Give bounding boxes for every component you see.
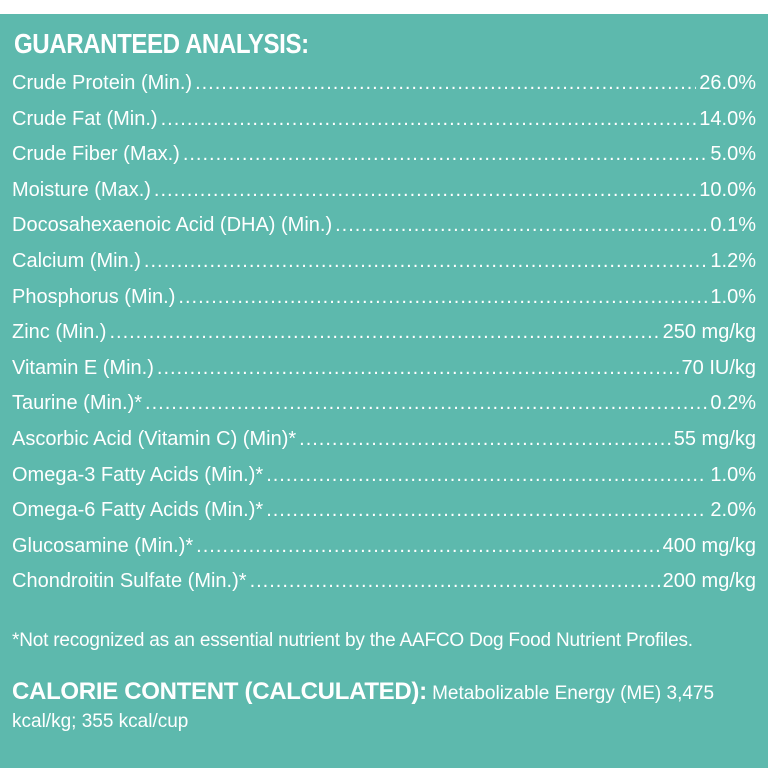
- analysis-row: Chondroitin Sulfate (Min.)* 200 mg/kg: [12, 570, 756, 606]
- calorie-content-heading: CALORIE CONTENT (CALCULATED):: [12, 678, 427, 705]
- guaranteed-analysis-heading: GUARANTEED ANALYSIS:: [14, 28, 309, 59]
- nutrient-value: 55 mg/kg: [673, 427, 756, 450]
- calorie-content-text: Metabolizable Energy (ME) 3,475 kcal/kg;…: [12, 683, 715, 732]
- analysis-row: Moisture (Max.) 10.0%: [12, 179, 756, 215]
- nutrient-label: Taurine (Min.)*: [12, 392, 143, 415]
- nutrient-value: 250 mg/kg: [662, 321, 756, 344]
- nutrient-label: Chondroitin Sulfate (Min.)*: [12, 570, 247, 593]
- analysis-row: Crude Fat (Min.) 14.0%: [12, 108, 756, 144]
- nutrient-label: Glucosamine (Min.)*: [12, 534, 194, 557]
- nutrient-label: Vitamin E (Min.): [12, 356, 154, 379]
- nutrient-label: Crude Fat (Min.): [12, 107, 158, 130]
- nutrient-value: 1.0%: [710, 285, 756, 308]
- nutrient-label: Crude Protein (Min.): [12, 72, 193, 94]
- dot-leader: [178, 286, 707, 309]
- nutrient-label: Phosphorus (Min.): [12, 285, 176, 308]
- guaranteed-analysis-panel: GUARANTEED ANALYSIS: Crude Protein (Min.…: [0, 14, 768, 768]
- analysis-row: Calcium (Min.) 1.2%: [12, 250, 756, 286]
- nutrient-label: Moisture (Max.): [12, 178, 151, 201]
- dot-leader: [196, 535, 659, 558]
- nutrient-value: 10.0%: [699, 178, 756, 201]
- dot-leader: [154, 179, 696, 202]
- dot-leader: [299, 428, 671, 451]
- analysis-table: Crude Protein (Min.) 26.0% Crude Fat (Mi…: [12, 72, 756, 606]
- nutrient-value: 26.0%: [699, 72, 756, 94]
- calorie-content: CALORIE CONTENT (CALCULATED): Metaboliza…: [12, 678, 756, 736]
- nutrient-label: Calcium (Min.): [12, 249, 141, 272]
- nutrient-value: 14.0%: [699, 107, 756, 130]
- nutrient-value: 0.1%: [710, 214, 756, 237]
- analysis-row: Taurine (Min.)* 0.2%: [12, 392, 756, 428]
- analysis-row: Omega-3 Fatty Acids (Min.)* 1.0%: [12, 464, 756, 500]
- dot-leader: [183, 143, 708, 166]
- dot-leader: [250, 570, 660, 593]
- analysis-row: Glucosamine (Min.)* 400 mg/kg: [12, 535, 756, 571]
- dot-leader: [157, 357, 679, 380]
- nutrient-label: Omega-3 Fatty Acids (Min.)*: [12, 463, 264, 486]
- nutrient-label: Docosahexaenoic Acid (DHA) (Min.): [12, 214, 333, 237]
- nutrient-value: 1.2%: [710, 249, 756, 272]
- nutrient-label: Crude Fiber (Max.): [12, 143, 180, 166]
- dot-leader: [161, 108, 697, 131]
- dot-leader: [109, 321, 659, 344]
- analysis-row: Zinc (Min.) 250 mg/kg: [12, 321, 756, 357]
- dot-leader: [266, 499, 707, 522]
- nutrient-value: 0.2%: [710, 392, 756, 415]
- dot-leader: [195, 72, 696, 95]
- nutrient-value: 70 IU/kg: [681, 356, 756, 379]
- nutrient-value: 200 mg/kg: [662, 570, 756, 593]
- nutrient-value: 2.0%: [710, 499, 756, 522]
- analysis-row: Omega-6 Fatty Acids (Min.)* 2.0%: [12, 499, 756, 535]
- analysis-row: Ascorbic Acid (Vitamin C) (Min)* 55 mg/k…: [12, 428, 756, 464]
- dot-leader: [144, 250, 708, 273]
- analysis-row: Docosahexaenoic Acid (DHA) (Min.) 0.1%: [12, 214, 756, 250]
- analysis-row: Phosphorus (Min.) 1.0%: [12, 286, 756, 322]
- aafco-footnote: *Not recognized as an essential nutrient…: [12, 630, 693, 651]
- nutrient-label: Omega-6 Fatty Acids (Min.)*: [12, 499, 264, 522]
- analysis-row: Vitamin E (Min.) 70 IU/kg: [12, 357, 756, 393]
- dot-leader: [335, 214, 707, 237]
- nutrient-label: Ascorbic Acid (Vitamin C) (Min)*: [12, 427, 297, 450]
- dot-leader: [145, 392, 707, 415]
- nutrient-value: 5.0%: [710, 143, 756, 166]
- nutrient-value: 400 mg/kg: [662, 534, 756, 557]
- nutrient-value: 1.0%: [710, 463, 756, 486]
- nutrient-label: Zinc (Min.): [12, 321, 107, 344]
- dot-leader: [266, 464, 707, 487]
- analysis-row: Crude Fiber (Max.) 5.0%: [12, 143, 756, 179]
- analysis-row: Crude Protein (Min.) 26.0%: [12, 72, 756, 108]
